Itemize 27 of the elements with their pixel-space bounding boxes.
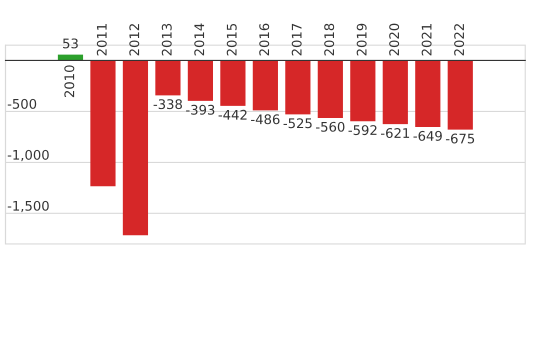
x-tick-label: 2012 bbox=[129, 24, 140, 56]
x-tick-label: 2021 bbox=[422, 24, 432, 56]
x-tick-label: 2020 bbox=[389, 24, 400, 56]
x-tick-label: 2010 bbox=[64, 65, 74, 98]
y-tick-label: -1,500 bbox=[8, 200, 49, 212]
x-tick-label: 2011 bbox=[96, 24, 107, 56]
data-label: -649 bbox=[413, 130, 442, 141]
x-tick-label: 2019 bbox=[356, 24, 367, 56]
x-tick-label: 2017 bbox=[292, 24, 302, 56]
data-label: -442 bbox=[218, 110, 247, 120]
data-label: -486 bbox=[251, 114, 280, 124]
data-label: -592 bbox=[348, 125, 376, 136]
data-label: -621 bbox=[380, 128, 410, 138]
data-label: -675 bbox=[446, 134, 474, 144]
y-tick-label: -1,000 bbox=[8, 150, 49, 162]
data-label: -393 bbox=[186, 104, 214, 115]
data-label: -525 bbox=[284, 118, 312, 128]
x-tick-label: 2018 bbox=[324, 24, 334, 56]
y-tick-label: -500 bbox=[8, 98, 36, 109]
x-tick-label: 2013 bbox=[162, 24, 172, 56]
x-tick-label: 2015 bbox=[226, 24, 237, 56]
data-label: -338 bbox=[154, 99, 182, 110]
data-label: -560 bbox=[316, 122, 344, 132]
x-tick-label: 2016 bbox=[259, 24, 270, 56]
x-tick-label: 2014 bbox=[194, 24, 204, 56]
data-label: 53 bbox=[63, 38, 78, 48]
x-tick-label: 2022 bbox=[454, 24, 464, 56]
